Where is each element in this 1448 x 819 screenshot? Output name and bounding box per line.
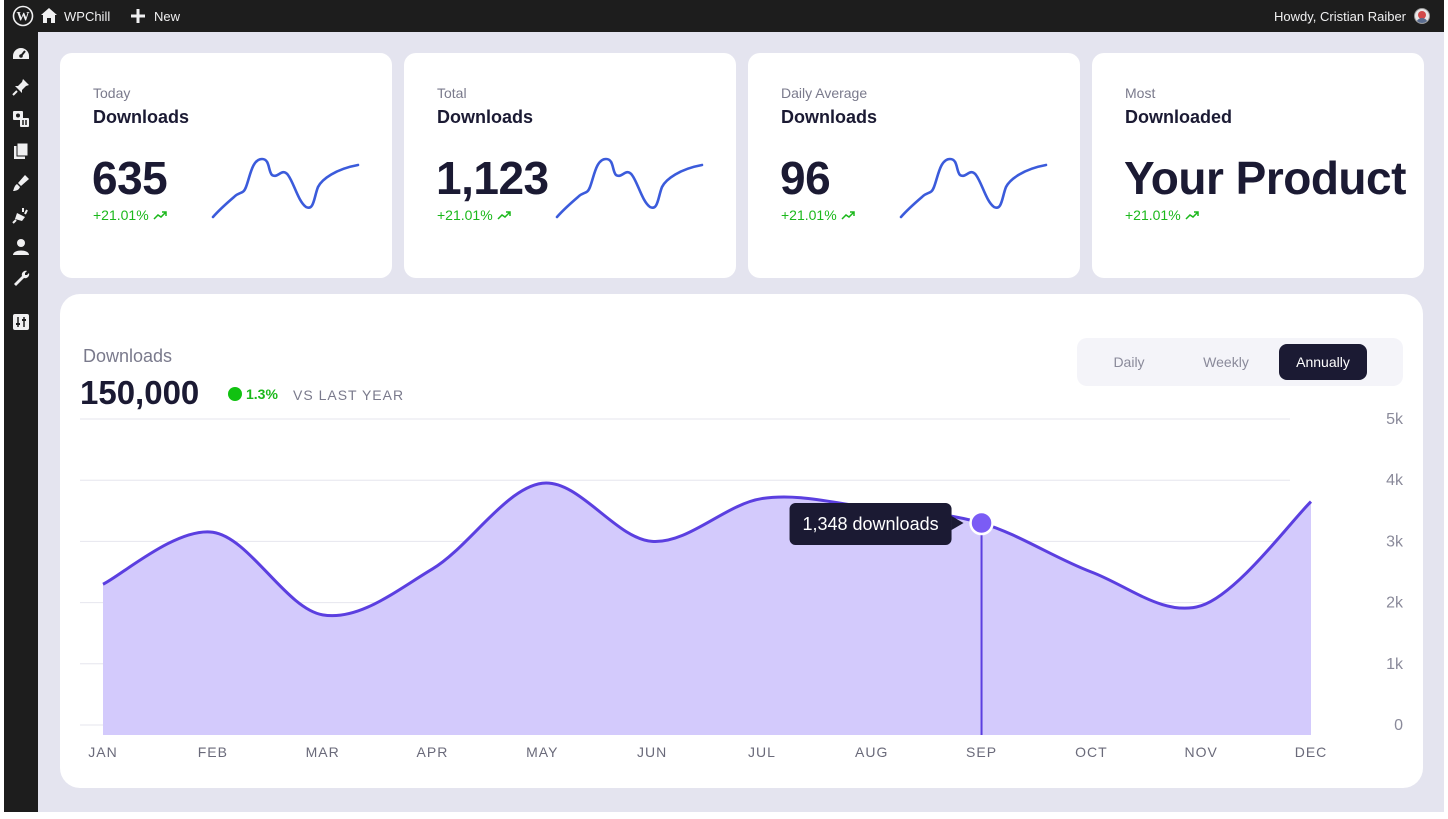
card-value: 635: [92, 152, 168, 204]
card-value: 96: [780, 152, 831, 204]
tab-daily[interactable]: Daily: [1113, 354, 1145, 370]
user-account-menu[interactable]: Howdy, Cristian Raiber: [1274, 0, 1430, 32]
downloads-area-chart: 0 1k 2k 3k 4k 5k JAN FEB MAR APR MAY JUN JUL AUG SEP OC…: [80, 411, 1404, 760]
x-tick-label: NOV: [1185, 744, 1218, 760]
card-subtitle: Daily Average: [781, 85, 868, 101]
card-value: 1,123: [436, 152, 549, 204]
card-change: +21.01%: [781, 207, 855, 223]
home-icon: [41, 8, 57, 23]
user-greeting: Howdy, Cristian Raiber: [1274, 8, 1406, 24]
downloads-chart-panel: 0 1k 2k 3k 4k 5k JAN FEB MAR APR MAY JUN JUL AUG SEP OC…: [60, 294, 1423, 788]
trend-up-icon: [153, 211, 167, 220]
tooltip-arrow: [951, 516, 964, 531]
change-badge: 1.3%: [228, 386, 278, 402]
plugins-icon[interactable]: [10, 204, 32, 226]
trend-up-icon: [841, 211, 855, 220]
series-area: [103, 483, 1311, 735]
site-name-label: WPChill: [64, 8, 111, 24]
users-icon[interactable]: [10, 236, 32, 258]
plus-icon: [131, 9, 145, 23]
sparkline: [211, 157, 360, 219]
daily-average-downloads-card: Daily Average Downloads 96 +21.01%: [748, 53, 1080, 278]
y-tick-label: 4k: [1386, 472, 1404, 489]
x-tick-label: MAY: [526, 744, 558, 760]
wordpress-logo-icon[interactable]: W: [12, 0, 34, 32]
dashboard-frame: W WPChill New Howdy, Cristian Raiber: [4, 0, 1444, 812]
period-toggle: Daily Weekly Annually: [1077, 338, 1403, 386]
card-change-value: +21.01%: [1125, 207, 1181, 223]
trend-up-icon: [497, 211, 511, 220]
tab-annually[interactable]: Annually: [1279, 344, 1367, 380]
card-change: +21.01%: [437, 207, 511, 223]
card-change: +21.01%: [93, 207, 167, 223]
card-subtitle: Total: [437, 85, 467, 101]
admin-side-menu: [4, 32, 38, 812]
site-name-link[interactable]: WPChill: [40, 0, 110, 32]
sparkline: [899, 157, 1048, 219]
downloads-total: 150,000: [80, 374, 200, 411]
trend-up-icon: [1185, 211, 1199, 220]
x-tick-label: APR: [417, 744, 449, 760]
change-value: 1.3%: [246, 386, 278, 402]
appearance-brush-icon[interactable]: [10, 172, 32, 194]
x-tick-label: AUG: [855, 744, 888, 760]
pages-icon[interactable]: [10, 140, 32, 162]
x-tick-label: DEC: [1295, 744, 1328, 760]
svg-text:W: W: [17, 9, 30, 24]
card-title: Downloaded: [1125, 107, 1232, 127]
x-tick-label: JUL: [748, 744, 776, 760]
most-downloaded-card: Most Downloaded Your Product +21.01%: [1092, 53, 1424, 278]
card-title: Downloads: [437, 107, 534, 127]
card-subtitle: Today: [93, 85, 131, 101]
y-tick-label: 1k: [1386, 656, 1404, 673]
x-tick-label: JAN: [88, 744, 117, 760]
tooltip-text: 1,348 downloads: [802, 514, 938, 534]
dashboard-gauge-icon[interactable]: [10, 44, 32, 66]
card-title: Downloads: [781, 107, 878, 127]
x-tick-label: OCT: [1075, 744, 1108, 760]
pin-icon[interactable]: [10, 76, 32, 98]
card-value: Your Product: [1124, 152, 1406, 204]
card-change-value: +21.01%: [93, 207, 149, 223]
y-tick-label: 0: [1394, 717, 1403, 734]
sparkline: [555, 157, 704, 219]
y-tick-label: 3k: [1386, 533, 1404, 550]
tooltip-box: [789, 503, 952, 546]
status-dot-icon: [228, 387, 242, 401]
series-line: [102, 481, 1313, 618]
x-tick-label: JUN: [637, 744, 667, 760]
card-change-value: +21.01%: [781, 207, 837, 223]
x-tick-label: FEB: [198, 744, 228, 760]
chart-title: Downloads: [83, 346, 173, 366]
y-tick-label: 5k: [1386, 411, 1404, 428]
card-change-value: +21.01%: [437, 207, 493, 223]
new-content-label: New: [154, 8, 181, 24]
settings-sliders-icon[interactable]: [10, 311, 32, 333]
today-downloads-card: Today Downloads 635 +21.01%: [60, 53, 392, 278]
card-change: +21.01%: [1125, 207, 1199, 223]
media-icon[interactable]: [10, 108, 32, 130]
total-downloads-card: Total Downloads 1,123 +21.01%: [404, 53, 736, 278]
admin-bar: W WPChill New Howdy, Cristian Raiber: [4, 0, 1444, 32]
card-subtitle: Most: [1125, 85, 1156, 101]
x-tick-label: SEP: [966, 744, 997, 760]
x-tick-label: MAR: [306, 744, 340, 760]
y-tick-label: 2k: [1386, 595, 1404, 612]
tools-wrench-icon[interactable]: [10, 268, 32, 290]
comparison-label: VS LAST YEAR: [293, 387, 405, 403]
highlight-point[interactable]: [969, 510, 994, 536]
tab-weekly[interactable]: Weekly: [1203, 354, 1249, 370]
card-title: Downloads: [93, 107, 190, 127]
avatar: [1414, 8, 1430, 24]
new-content-button[interactable]: New: [130, 0, 180, 32]
